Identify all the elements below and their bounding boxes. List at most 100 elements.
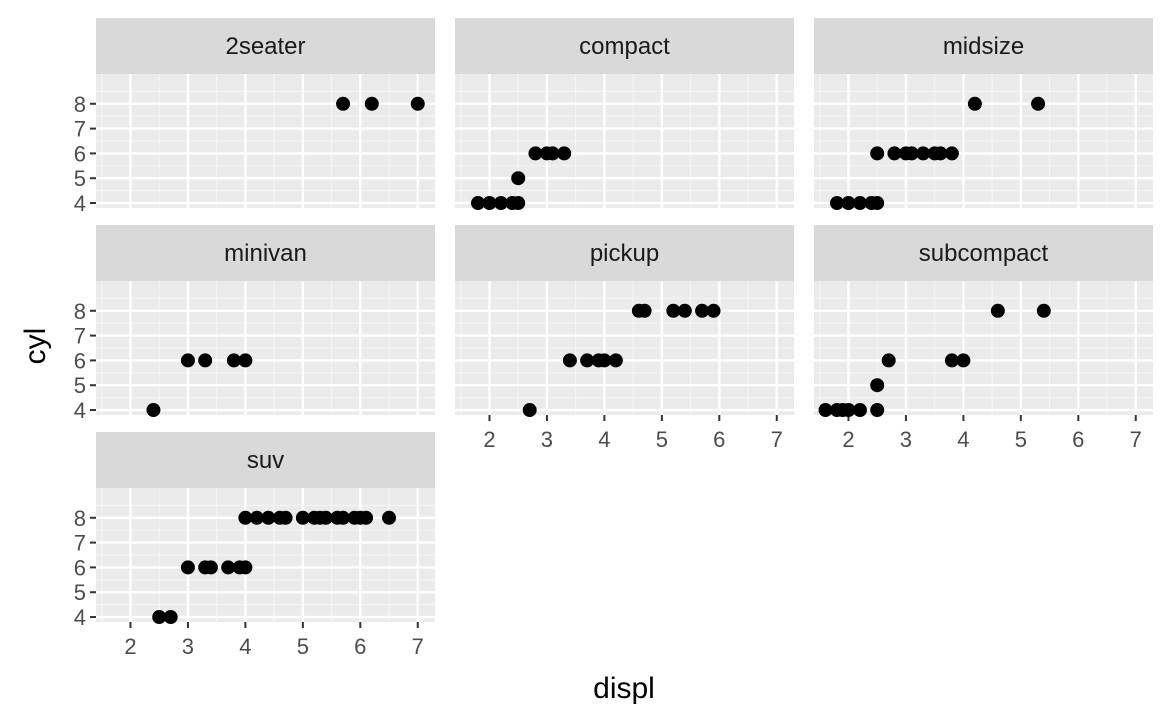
data-point [944, 146, 959, 161]
y-tick-label: 4 [74, 398, 86, 423]
x-tick-label: 4 [239, 634, 251, 659]
x-tick-label: 2 [483, 427, 495, 452]
data-point [180, 560, 195, 575]
data-point [249, 510, 264, 525]
x-tick-label: 5 [1015, 427, 1027, 452]
facet-strip-midsize [814, 18, 1153, 74]
facet-strip-compact [455, 18, 794, 74]
y-axis-title: cyl [19, 328, 52, 365]
y-tick-label: 6 [74, 141, 86, 166]
x-tick-label: 3 [541, 427, 553, 452]
x-tick-label: 3 [900, 427, 912, 452]
data-point [841, 196, 856, 211]
data-point [226, 353, 241, 368]
data-point [904, 146, 919, 161]
y-tick-label: 8 [74, 299, 86, 324]
data-point [852, 196, 867, 211]
data-point [916, 146, 931, 161]
data-point [410, 96, 425, 111]
data-point [841, 403, 856, 418]
data-point [870, 378, 885, 393]
y-tick-label: 5 [74, 373, 86, 398]
x-tick-label: 6 [713, 427, 725, 452]
y-tick-label: 7 [74, 531, 86, 556]
data-point [163, 610, 178, 625]
data-point [545, 146, 560, 161]
data-point [152, 610, 167, 625]
facet-strip-label: minivan [224, 240, 307, 267]
data-point [608, 353, 623, 368]
x-axis-title: displ [593, 672, 655, 705]
data-point [511, 171, 526, 186]
data-point [666, 303, 681, 318]
data-point [887, 146, 902, 161]
facet-strip-label: pickup [590, 240, 659, 267]
y-tick-label: 7 [74, 324, 86, 349]
data-point [881, 353, 896, 368]
data-point [261, 510, 276, 525]
data-point [198, 353, 213, 368]
y-tick-label: 7 [74, 117, 86, 142]
facet-strip-label: 2seater [225, 33, 305, 60]
data-point [706, 303, 721, 318]
data-point [295, 510, 310, 525]
data-point [221, 560, 236, 575]
facet-strip-2seater [96, 18, 435, 74]
data-point [493, 196, 508, 211]
data-point [597, 353, 612, 368]
data-point [637, 303, 652, 318]
data-point [364, 96, 379, 111]
facet-strip-pickup [455, 225, 794, 281]
data-point [990, 303, 1005, 318]
x-tick-label: 6 [354, 634, 366, 659]
x-tick-label: 2 [842, 427, 854, 452]
data-point [382, 510, 397, 525]
facet-strip-label: suv [247, 447, 284, 474]
data-point [580, 353, 595, 368]
data-point [238, 560, 253, 575]
data-point [238, 353, 253, 368]
data-point [318, 510, 333, 525]
facet-strip-label: midsize [943, 33, 1024, 60]
data-point [695, 303, 710, 318]
data-point [238, 510, 253, 525]
data-point [180, 353, 195, 368]
data-point [511, 196, 526, 211]
x-tick-label: 4 [957, 427, 969, 452]
x-tick-label: 7 [1130, 427, 1142, 452]
x-tick-label: 3 [182, 634, 194, 659]
data-point [870, 403, 885, 418]
x-tick-label: 2 [124, 634, 136, 659]
x-tick-label: 5 [656, 427, 668, 452]
facet-strip-minivan [96, 225, 435, 281]
data-point [470, 196, 485, 211]
facet-strip-suv [96, 432, 435, 488]
x-tick-label: 6 [1072, 427, 1084, 452]
data-point [203, 560, 218, 575]
y-tick-label: 4 [74, 191, 86, 216]
data-point [1036, 303, 1051, 318]
y-tick-label: 8 [74, 506, 86, 531]
data-point [933, 146, 948, 161]
y-tick-label: 6 [74, 348, 86, 373]
data-point [870, 196, 885, 211]
data-point [967, 96, 982, 111]
data-point [359, 510, 374, 525]
y-tick-label: 5 [74, 580, 86, 605]
x-tick-label: 7 [771, 427, 783, 452]
y-tick-label: 8 [74, 92, 86, 117]
data-point [482, 196, 497, 211]
x-tick-label: 5 [297, 634, 309, 659]
data-point [562, 353, 577, 368]
x-tick-label: 4 [598, 427, 610, 452]
data-point [336, 96, 351, 111]
data-point [956, 353, 971, 368]
x-tick-label: 7 [412, 634, 424, 659]
data-point [870, 146, 885, 161]
data-point [818, 403, 833, 418]
facet-strip-label: compact [579, 33, 670, 60]
data-point [336, 510, 351, 525]
facet-strip-label: subcompact [919, 240, 1049, 267]
